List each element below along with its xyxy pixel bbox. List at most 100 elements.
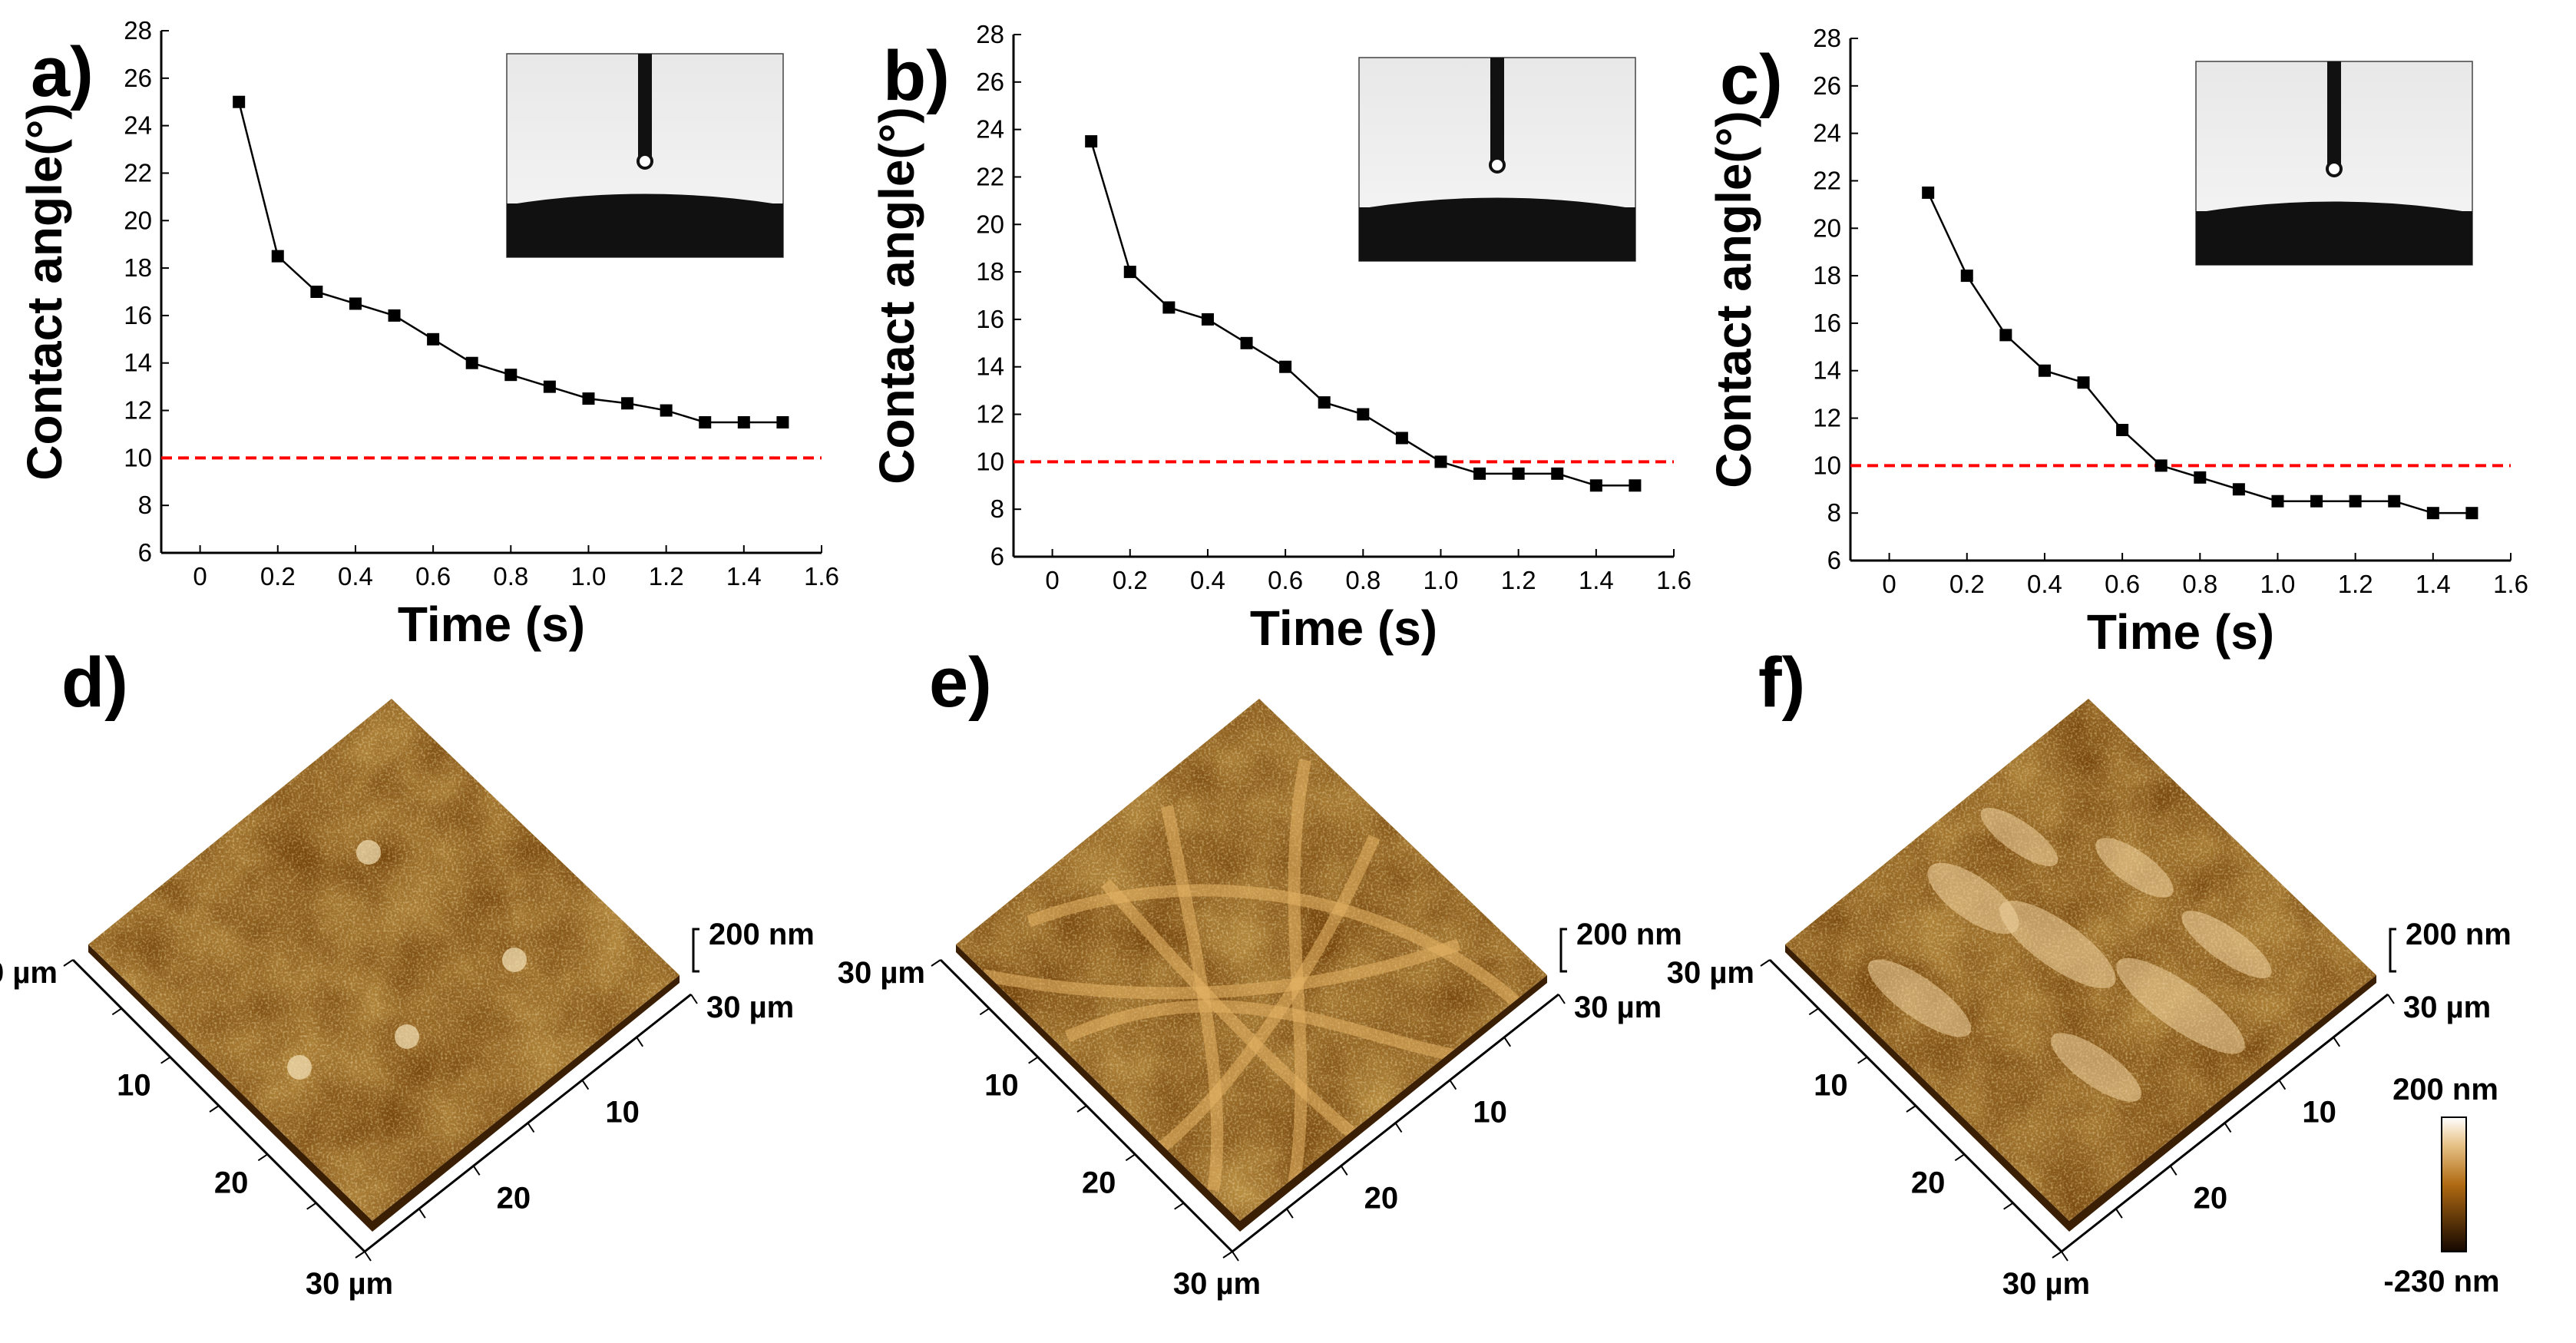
afm-panel-f: 200 nm 30 µm 30 µm 30 µm 10 20 10 20 f) (1667, 643, 2512, 1301)
surface-particle (502, 948, 527, 972)
afm-tick-label-left: 10 (117, 1069, 151, 1103)
afm-tick (306, 1202, 317, 1210)
y-tick-label: 16 (124, 301, 152, 329)
data-point (2271, 495, 2284, 508)
surface-ridge (1999, 900, 2116, 989)
panel-label: d) (61, 643, 128, 722)
z-scale-bracket (1559, 928, 1567, 973)
afm-tick-label-left: 20 (214, 1166, 249, 1199)
y-tick-label: 6 (990, 542, 1004, 571)
panel-label: c) (1720, 41, 1783, 119)
axis-end-label-left: 30 µm (0, 956, 58, 990)
surface-particle (356, 840, 381, 865)
x-tick-label: 0.4 (1190, 566, 1225, 594)
data-point (427, 332, 440, 346)
data-point (1512, 467, 1525, 480)
droplet (637, 153, 653, 170)
x-tick-label: 0.2 (1113, 566, 1148, 594)
y-tick-label: 12 (124, 396, 152, 425)
x-tick-label: 0.8 (2182, 570, 2217, 598)
afm-tick (1174, 1202, 1185, 1210)
x-tick-label: 1.2 (1501, 566, 1536, 594)
x-tick-label: 0 (1045, 566, 1059, 594)
data-point (465, 356, 478, 369)
y-tick-label: 24 (1813, 119, 1841, 147)
x-tick-label: 1.6 (804, 562, 839, 590)
axis-end-label-left: 30 µm (838, 956, 925, 990)
y-tick-label: 24 (976, 115, 1004, 144)
axis-end-label-right: 30 µm (1574, 991, 1662, 1024)
y-tick-label: 26 (1813, 71, 1841, 100)
height-scale-label: 200 nm (709, 918, 815, 951)
afm-tick-label-right: 10 (2302, 1096, 2336, 1130)
surface-texture (88, 699, 680, 1221)
surface-texture (1785, 699, 2376, 1221)
y-tick-label: 22 (124, 158, 152, 187)
y-tick-label: 18 (1813, 261, 1841, 289)
afm-tick (257, 1153, 268, 1162)
afm-tick (1394, 1122, 1403, 1133)
afm-tick (1125, 1153, 1136, 1162)
panel-label: f) (1758, 643, 1805, 722)
x-tick-label: 0.4 (2027, 570, 2062, 598)
y-tick-label: 12 (976, 400, 1004, 428)
y-tick-label: 10 (124, 443, 152, 471)
x-tick-label: 1.0 (571, 562, 607, 590)
afm-tick-label-right: 20 (1364, 1181, 1399, 1215)
data-point (233, 95, 246, 108)
afm-tick (2387, 994, 2395, 1004)
data-point (504, 369, 518, 382)
panel-label: a) (31, 33, 94, 111)
afm-tick (1558, 994, 1566, 1004)
afm-tick (2052, 1251, 2062, 1259)
y-tick-label: 20 (976, 210, 1004, 238)
afm-tick-label-right: 10 (1473, 1096, 1507, 1130)
afm-tick (1808, 1007, 1819, 1016)
x-tick-label: 1.6 (2493, 570, 2528, 598)
needle (638, 54, 652, 157)
afm-tick (1449, 1080, 1457, 1090)
afm-tick (979, 1007, 990, 1016)
droplet-inset-photo (506, 53, 784, 258)
afm-tick (160, 1056, 171, 1064)
afm-tick (472, 1165, 481, 1176)
surface-ridge (1927, 862, 2019, 934)
y-axis-title: Contact angle(°) (869, 107, 924, 484)
x-axis-title: Time (s) (2087, 604, 2274, 660)
y-tick-label: 14 (976, 352, 1004, 381)
nanofiber (981, 938, 1461, 1000)
afm-tick (1954, 1153, 1965, 1162)
data-point (388, 309, 401, 322)
afm-tick-label-right: 20 (2194, 1181, 2228, 1215)
data-point (660, 404, 673, 417)
x-axis-title: Time (s) (398, 597, 585, 652)
data-point (1629, 479, 1642, 492)
data-point (1999, 329, 2012, 342)
surface-texture (956, 699, 1547, 1221)
afm-tick (1760, 959, 1771, 967)
droplet-inset-photo (1358, 57, 1636, 262)
surface-ridge (1980, 807, 2058, 867)
afm-tick (690, 994, 698, 1004)
data-point (1434, 455, 1447, 468)
afm-tick (364, 1251, 372, 1262)
data-point (1162, 301, 1176, 314)
surface-particle (395, 1024, 419, 1049)
droplet-inset-photo (2195, 61, 2473, 266)
data-point (2349, 495, 2362, 508)
data-point (1473, 467, 1486, 480)
data-point (1240, 336, 1253, 349)
data-point (776, 416, 789, 428)
data-point (2038, 364, 2051, 377)
data-point (1960, 270, 1973, 283)
x-tick-label: 1.2 (2338, 570, 2373, 598)
afm-tick-label-right: 20 (497, 1181, 531, 1215)
afm-tick (1222, 1251, 1233, 1259)
afm-tick-label-right: 10 (605, 1096, 640, 1130)
axis-end-label-left: 30 µm (1667, 956, 1754, 990)
afm-tick (1503, 1037, 1511, 1047)
afm-colorbar: 200 nm -230 nm (2383, 1073, 2499, 1298)
x-tick-label: 1.4 (726, 562, 762, 590)
z-scale-bracket (2389, 928, 2396, 973)
